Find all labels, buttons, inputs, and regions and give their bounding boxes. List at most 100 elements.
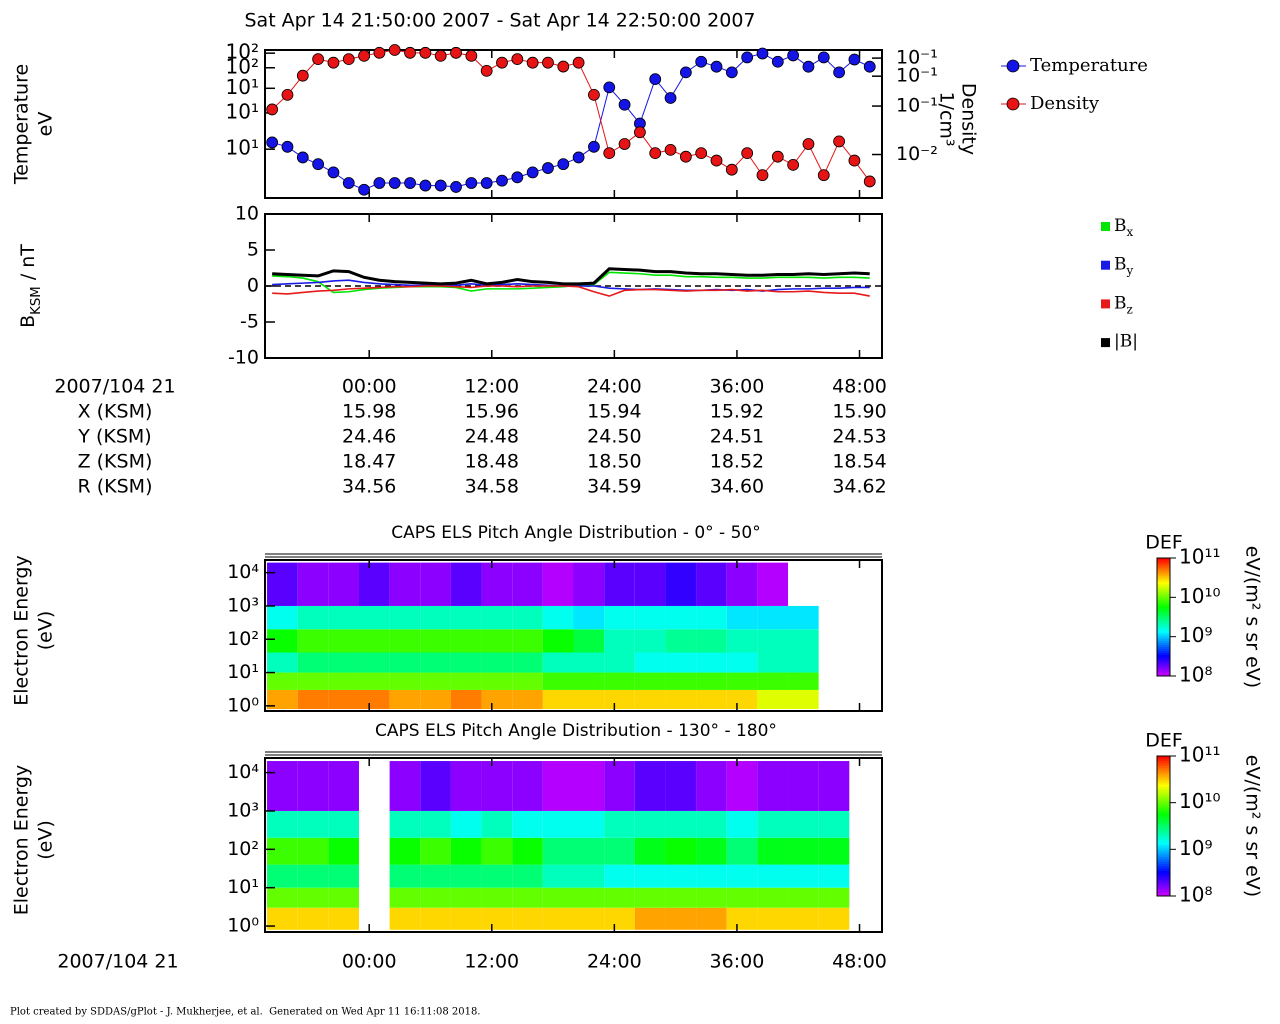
data-point bbox=[848, 53, 861, 66]
heat-cell bbox=[328, 810, 359, 838]
colorbar-step bbox=[1157, 844, 1170, 848]
ephemeris-time: 24:00 bbox=[587, 376, 642, 398]
heat-cell bbox=[297, 761, 329, 811]
ephemeris-value: 15.94 bbox=[587, 401, 641, 423]
heat-cell bbox=[267, 907, 298, 930]
colorbar-step bbox=[1157, 662, 1170, 665]
colorbar-step bbox=[1157, 788, 1170, 792]
colorbar-step bbox=[1157, 652, 1170, 655]
data-point bbox=[802, 138, 815, 150]
heat-cell bbox=[726, 907, 758, 930]
heat-cell bbox=[297, 672, 329, 690]
heat-cell bbox=[788, 629, 819, 653]
heat-cell bbox=[665, 562, 697, 606]
heat-cell bbox=[358, 562, 390, 606]
y-tick-label: 10² bbox=[227, 628, 259, 650]
colorbar-step bbox=[1157, 795, 1170, 799]
y-tick-label: 10³ bbox=[227, 799, 259, 821]
heat-cell bbox=[389, 652, 421, 673]
data-point bbox=[710, 154, 723, 167]
data-point bbox=[588, 140, 600, 153]
heat-cell bbox=[450, 605, 482, 630]
colorbar-step bbox=[1157, 632, 1170, 636]
heat-cell bbox=[420, 605, 451, 630]
heat-cell bbox=[450, 629, 482, 653]
data-point bbox=[312, 53, 325, 66]
colorbar-step bbox=[1157, 650, 1170, 653]
heat-cell bbox=[328, 761, 359, 811]
data-point bbox=[358, 49, 370, 62]
heat-cell bbox=[818, 810, 850, 838]
heat-cell bbox=[481, 907, 513, 930]
heat-cell bbox=[420, 672, 451, 690]
axis-label: (eV) bbox=[35, 820, 57, 860]
colorbar-step bbox=[1157, 660, 1170, 663]
ephemeris-value: 34.56 bbox=[342, 476, 396, 498]
heat-cell bbox=[512, 837, 543, 865]
heat-cell bbox=[328, 837, 359, 865]
colorbar-step bbox=[1157, 765, 1170, 769]
heat-cell bbox=[389, 629, 421, 653]
heat-cell bbox=[450, 562, 482, 606]
heat-cell bbox=[267, 837, 298, 865]
colorbar-step bbox=[1157, 763, 1170, 766]
heat-cell bbox=[757, 652, 789, 673]
heat-cell bbox=[512, 672, 543, 690]
heat-cell bbox=[573, 672, 605, 690]
heat-cell bbox=[512, 907, 543, 930]
data-point bbox=[327, 56, 340, 69]
heat-cell bbox=[328, 562, 359, 606]
heat-cell bbox=[481, 837, 513, 865]
colorbar-step bbox=[1157, 638, 1170, 642]
heat-cell bbox=[328, 689, 359, 710]
axis-label: Electron Energy bbox=[11, 765, 33, 916]
heat-cell bbox=[450, 689, 482, 710]
heat-cell bbox=[267, 864, 298, 888]
colorbar-step bbox=[1157, 585, 1170, 588]
colorbar-step bbox=[1157, 559, 1170, 563]
ephemeris-row-name: Z (KSM) bbox=[78, 451, 153, 473]
data-point bbox=[388, 177, 401, 189]
heat-cell bbox=[634, 887, 666, 908]
data-point bbox=[741, 51, 754, 64]
legend-label: |B| bbox=[1114, 332, 1138, 352]
heat-cell bbox=[481, 689, 513, 710]
colorbar-step bbox=[1157, 670, 1170, 673]
y-tick-label: 5 bbox=[247, 239, 259, 261]
data-point bbox=[404, 46, 416, 59]
data-point bbox=[817, 169, 830, 182]
colorbar-step bbox=[1157, 779, 1170, 783]
axis-label: BKSM / nT bbox=[17, 244, 44, 328]
heat-cell bbox=[542, 887, 574, 908]
data-point bbox=[725, 66, 738, 79]
colorbar-step bbox=[1157, 863, 1170, 867]
colorbar-step bbox=[1157, 573, 1170, 577]
colorbar-step bbox=[1157, 868, 1170, 871]
colorbar-step bbox=[1157, 654, 1170, 657]
heat-cell bbox=[420, 864, 451, 888]
heat-cell bbox=[542, 810, 574, 838]
heat-cell bbox=[634, 837, 666, 865]
colorbar-step bbox=[1157, 812, 1170, 815]
colorbar-step bbox=[1157, 781, 1170, 785]
heat-cell bbox=[788, 761, 819, 811]
data-point bbox=[404, 177, 416, 189]
heat-cell bbox=[512, 887, 543, 908]
colorbar-step bbox=[1157, 798, 1170, 801]
legend-marker bbox=[1101, 260, 1110, 270]
heat-cell bbox=[757, 837, 789, 865]
heat-cell bbox=[665, 629, 697, 653]
data-point bbox=[358, 183, 370, 196]
y-tick-label: -10 bbox=[228, 347, 259, 369]
y-tick-label: 10⁰ bbox=[227, 694, 259, 716]
colorbar-title: DEF bbox=[1145, 730, 1183, 752]
colorbar-step bbox=[1157, 891, 1170, 895]
colorbar-step bbox=[1157, 567, 1170, 571]
data-point bbox=[572, 56, 585, 69]
heat-cell bbox=[788, 837, 819, 865]
legend-label: Temperature bbox=[1030, 55, 1148, 76]
heat-cell bbox=[389, 672, 421, 690]
data-point bbox=[664, 92, 677, 104]
data-point bbox=[695, 147, 708, 160]
colorbar-step bbox=[1157, 870, 1170, 874]
